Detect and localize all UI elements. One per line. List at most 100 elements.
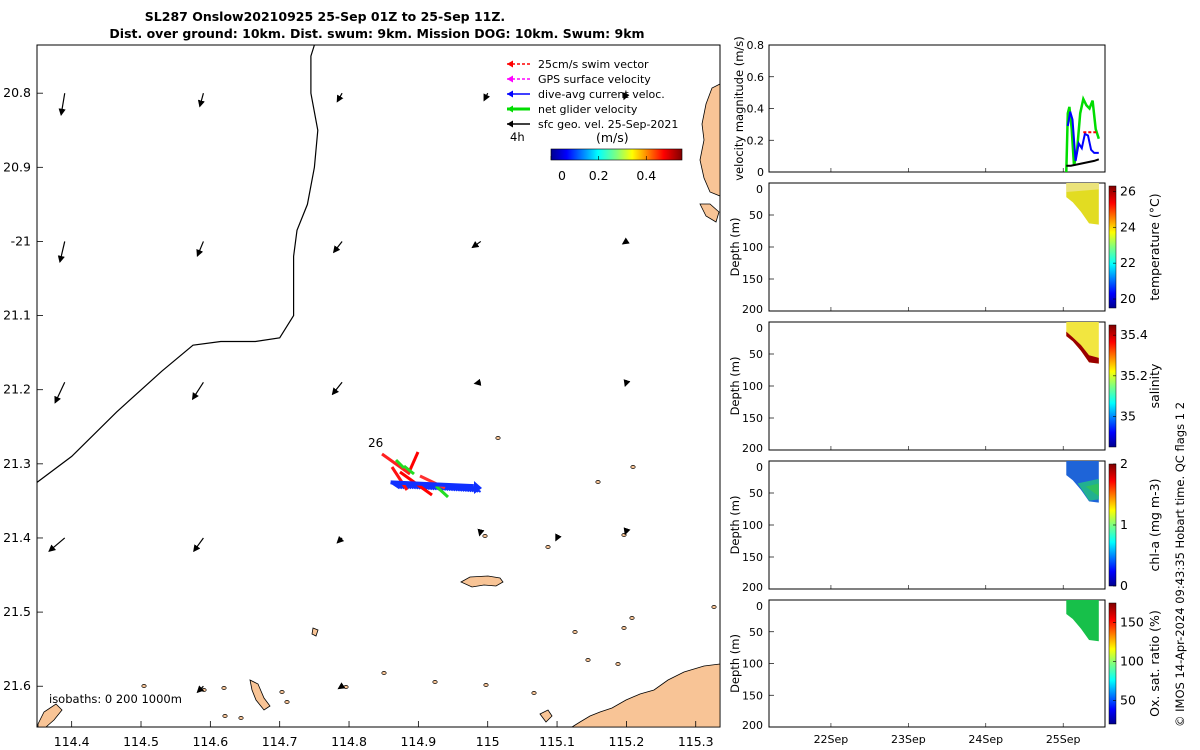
time-tick-label: 23Sep xyxy=(891,733,926,746)
velocity-y-tick-label: 0 xyxy=(757,166,764,179)
velocity-panel-frame xyxy=(768,44,1106,173)
profile-data-patch xyxy=(1066,322,1099,364)
profile-surface-band xyxy=(1066,183,1099,192)
island-mid xyxy=(460,575,504,588)
day-label: 26 xyxy=(368,436,383,450)
depth-y-tick-label: 100 xyxy=(742,380,763,393)
depth-colorbar xyxy=(1108,185,1117,309)
legend-arrowhead xyxy=(507,90,513,98)
island-bottom-a xyxy=(249,679,271,711)
islet xyxy=(595,480,601,484)
legend-arrowhead xyxy=(507,105,513,113)
islet xyxy=(630,465,636,469)
sfc-velocity-vector xyxy=(622,92,630,101)
surface-velocity-vectors xyxy=(48,92,631,694)
islet xyxy=(284,700,290,704)
y-tick-label: -21 xyxy=(11,233,31,248)
legend-label: 25cm/s swim vector xyxy=(538,58,649,71)
depth-y-tick-label: 0 xyxy=(756,461,763,474)
colorbar-title: (m/s) xyxy=(596,130,629,145)
track-arrowhead xyxy=(474,481,482,494)
map-frame xyxy=(36,44,721,728)
sfc-velocity-vector xyxy=(336,535,345,544)
swim-vector xyxy=(390,466,409,491)
depth-axis-label: Depth (m) xyxy=(728,634,742,693)
sfc-velocity-vector xyxy=(332,241,343,254)
x-tick-label: 114.7 xyxy=(262,734,298,749)
velocity-y-tick-label: 0.2 xyxy=(747,134,765,147)
sfc-velocity-vector xyxy=(555,533,562,542)
swim-vector xyxy=(381,452,411,476)
coast-bottom-right xyxy=(570,663,721,728)
depth-y-tick-label: 0 xyxy=(756,600,763,613)
islet xyxy=(711,605,717,609)
credit-text: © IMOS 14-Apr-2024 09:43:35 Hobart time.… xyxy=(1173,402,1187,727)
sfc-velocity-vector xyxy=(331,381,343,396)
swim-vector xyxy=(403,464,415,476)
depth-y-tick-label: 200 xyxy=(742,719,763,732)
y-tick-label: 21.4 xyxy=(3,530,31,545)
islet xyxy=(381,671,387,675)
x-tick-label: 114.4 xyxy=(54,734,90,749)
depth-y-tick-label: 200 xyxy=(742,442,763,455)
velocity-series-line xyxy=(1065,95,1100,173)
depth-y-tick-label: 50 xyxy=(749,348,763,361)
x-tick-label: 115.1 xyxy=(539,734,575,749)
time-tick-label: 25Sep xyxy=(1046,733,1081,746)
profile-max-band xyxy=(1085,483,1099,497)
colorbar-label: Ox. sat. ratio (%) xyxy=(1147,610,1162,717)
islet xyxy=(279,690,285,694)
sfc-velocity-vector xyxy=(471,240,482,249)
profile-data-patch xyxy=(1066,183,1099,225)
colorbar-tick-label: 0 xyxy=(558,168,566,183)
legend-arrowhead xyxy=(507,60,513,68)
legend-label: sfc geo. vel. 25-Sep-2021 xyxy=(538,118,678,131)
isobaths-label: isobaths: 0 200 1000m xyxy=(49,692,182,706)
depth-panel-frame xyxy=(768,460,1106,590)
islet xyxy=(545,545,551,549)
y-tick-label: 21.1 xyxy=(3,308,31,323)
legend-label: net glider velocity xyxy=(538,103,638,116)
velocity-series-line xyxy=(1066,111,1099,162)
glider-track-line xyxy=(390,480,474,489)
islet xyxy=(572,630,578,634)
islet xyxy=(621,626,627,630)
y-tick-label: 21.3 xyxy=(3,456,31,471)
islet xyxy=(141,684,147,688)
depth-axis-label: Depth (m) xyxy=(728,218,742,277)
colorbar-label: salinity xyxy=(1147,363,1162,408)
islet xyxy=(221,686,227,690)
sfc-velocity-vector xyxy=(337,682,346,690)
depth-colorbar xyxy=(1108,602,1117,725)
y-tick-label: 21.6 xyxy=(3,678,31,693)
islets xyxy=(141,436,717,720)
island-bottom-left xyxy=(37,703,63,728)
x-tick-label: 114.6 xyxy=(192,734,228,749)
island-mid-small xyxy=(311,627,319,637)
sfc-velocity-vector xyxy=(57,241,66,264)
depth-y-tick-label: 150 xyxy=(742,273,763,286)
y-tick-label: 20.9 xyxy=(3,159,31,174)
x-tick-label: 114.9 xyxy=(400,734,436,749)
y-tick-label: 21.2 xyxy=(3,382,31,397)
depth-y-tick-label: 150 xyxy=(742,412,763,425)
depth-y-tick-label: 100 xyxy=(742,241,763,254)
chart-title-line2: Dist. over ground: 10km. Dist. swum: 9km… xyxy=(109,26,644,41)
depth-y-tick-label: 50 xyxy=(749,209,763,222)
profile-deep-band xyxy=(1077,478,1099,501)
sfc-velocity-vector xyxy=(473,378,482,386)
colorbar-label: chl-a (mg m-3) xyxy=(1147,479,1162,572)
x-tick-label: 115.2 xyxy=(608,734,644,749)
depth-y-tick-label: 100 xyxy=(742,658,763,671)
islet xyxy=(615,662,621,666)
islet xyxy=(482,534,488,538)
depth-panel-frame xyxy=(768,599,1106,728)
islet xyxy=(432,680,438,684)
depth-y-tick-label: 200 xyxy=(742,303,763,316)
depth-axis-label: Depth (m) xyxy=(728,357,742,416)
depth-y-tick-label: 50 xyxy=(749,626,763,639)
swim-vector xyxy=(394,458,406,470)
land-masses xyxy=(37,83,721,728)
islet xyxy=(201,688,207,692)
